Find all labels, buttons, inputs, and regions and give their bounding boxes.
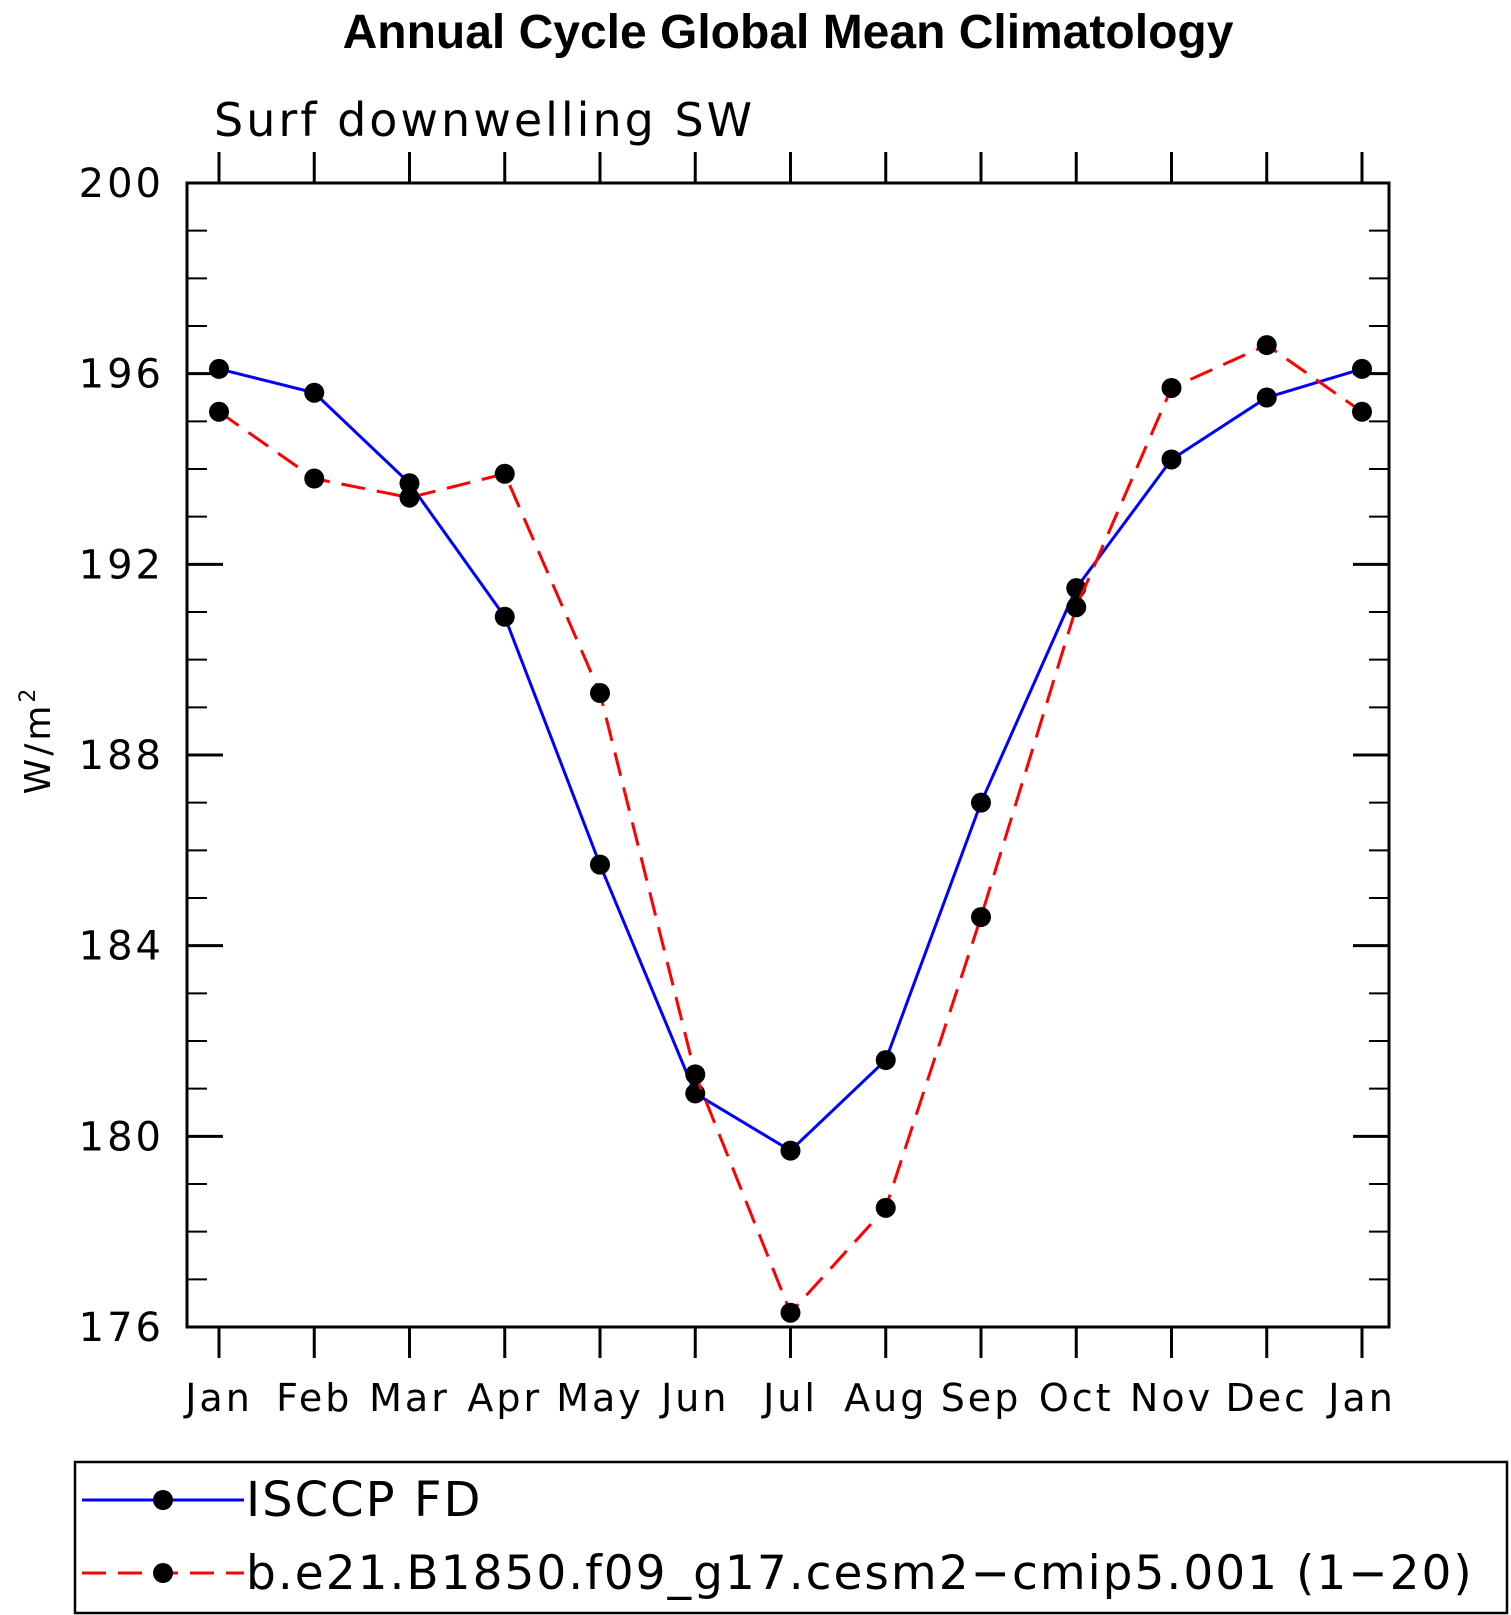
series-1-point-6 (780, 1302, 801, 1323)
y-axis: 200 196 192 188 184 180 176 (79, 161, 1389, 1351)
x-tick-label-6: Jul (761, 1376, 818, 1420)
series-0-point-1 (304, 382, 325, 403)
svg-text:W/m2: W/m2 (16, 686, 59, 795)
x-tick-label-1: Feb (276, 1376, 352, 1420)
y-axis-label: W/m2 (16, 686, 59, 795)
series-0-point-7 (875, 1050, 896, 1071)
x-tick-label-3: Apr (467, 1376, 542, 1420)
series-0-point-12 (1352, 358, 1372, 379)
x-tick-label-11: Dec (1225, 1376, 1308, 1420)
series-0-point-4 (590, 854, 610, 875)
series-1-point-11 (1256, 335, 1277, 356)
legend: ISCCP FD b.e21.B1850.f09_g17.cesm2−cmip5.… (82, 1472, 1474, 1601)
series-1-point-9 (1066, 597, 1087, 618)
series-0-point-6 (780, 1140, 801, 1161)
x-tick-label-0: Jan (183, 1376, 253, 1420)
series-layer (209, 335, 1372, 1323)
x-tick-label-5: Jun (659, 1376, 729, 1420)
series-1-point-2 (399, 487, 420, 508)
series-1-point-8 (971, 907, 991, 928)
x-tick-label-7: Aug (844, 1376, 927, 1420)
legend-label-0: ISCCP FD (246, 1472, 482, 1528)
y-tick-label-2: 192 (79, 542, 164, 588)
x-tick-label-8: Sep (941, 1376, 1022, 1420)
y-tick-label-5: 180 (79, 1114, 164, 1160)
x-tick-label-2: Mar (369, 1376, 450, 1420)
series-0-point-11 (1256, 387, 1277, 408)
y-axis-label-main: W/m (18, 703, 59, 795)
series-0-point-0 (209, 358, 229, 379)
series-0-point-3 (494, 606, 515, 627)
x-tick-label-4: May (556, 1376, 644, 1420)
chart-title: Annual Cycle Global Mean Climatology (343, 6, 1234, 59)
series-line-1 (218, 343, 1363, 1316)
series-1-point-0 (209, 401, 229, 422)
series-0-point-8 (971, 792, 991, 813)
y-tick-label-6: 176 (79, 1305, 164, 1351)
series-0-point-10 (1161, 449, 1182, 470)
legend-marker-0 (153, 1490, 173, 1510)
series-1-point-1 (304, 468, 325, 489)
y-tick-label-0: 200 (79, 161, 164, 207)
legend-box (73, 1460, 1509, 1615)
series-1-point-4 (590, 683, 610, 704)
legend-label-1: b.e21.B1850.f09_g17.cesm2−cmip5.001 (1−2… (246, 1546, 1474, 1601)
series-1-point-3 (494, 463, 515, 484)
series-line-0 (218, 367, 1363, 1153)
x-tick-label-9: Oct (1039, 1376, 1114, 1420)
series-1-point-12 (1352, 401, 1372, 422)
series-0-point-2 (399, 473, 420, 494)
series-1-point-10 (1161, 377, 1182, 398)
y-tick-label-3: 188 (79, 733, 164, 779)
chart-subtitle: Surf downwelling SW (214, 93, 755, 147)
legend-marker-1 (153, 1563, 173, 1583)
series-1-point-5 (685, 1064, 706, 1085)
y-tick-label-1: 196 (79, 352, 164, 398)
series-1-point-7 (875, 1197, 896, 1218)
x-tick-label-10: Nov (1130, 1376, 1213, 1420)
series-0-point-5 (685, 1083, 706, 1104)
y-tick-label-4: 184 (79, 924, 164, 970)
x-tick-label-12: Jan (1326, 1376, 1396, 1420)
x-axis: Jan Feb Mar Apr May Jun Jul Aug Sep Oct Nov Dec Jan (183, 152, 1396, 1420)
y-axis-label-superscript: 2 (16, 686, 41, 703)
